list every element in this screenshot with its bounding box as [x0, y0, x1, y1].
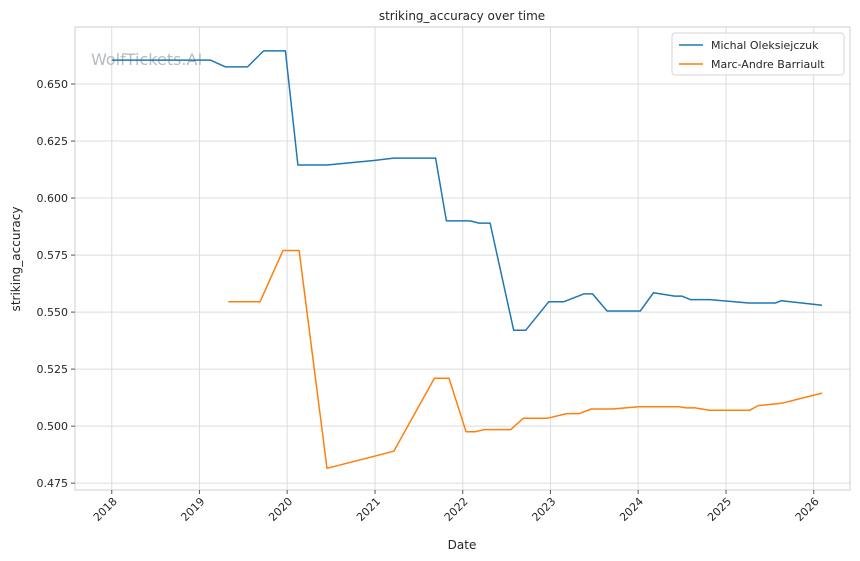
y-tick-label: 0.475 [37, 477, 69, 490]
y-tick-label: 0.625 [37, 135, 69, 148]
y-tick-label: 0.575 [37, 249, 69, 262]
series-line-1 [228, 249, 823, 470]
legend-box [671, 32, 845, 76]
y-tick-label: 0.525 [37, 363, 69, 376]
series-line-0 [111, 50, 823, 332]
y-tick-label: 0.650 [37, 78, 69, 91]
chart-title: striking_accuracy over time [379, 9, 545, 23]
grid-lines [75, 27, 850, 490]
series-lines [111, 50, 823, 470]
legend: Michal Oleksiejczuk Marc-Andre Barriault [671, 32, 845, 76]
y-axis-title: striking_accuracy [9, 207, 23, 312]
legend-label-series-0: Michal Oleksiejczuk [711, 39, 819, 52]
x-axis-title: Date [448, 538, 477, 552]
y-tick-label: 0.550 [37, 306, 69, 319]
y-tick-label: 0.500 [37, 420, 69, 433]
y-axis-ticks: 0.475 0.500 0.525 0.550 0.575 0.600 0.625 0.650 [37, 78, 75, 490]
legend-label-series-1: Marc-Andre Barriault [711, 58, 825, 71]
y-tick-label: 0.600 [37, 192, 69, 205]
